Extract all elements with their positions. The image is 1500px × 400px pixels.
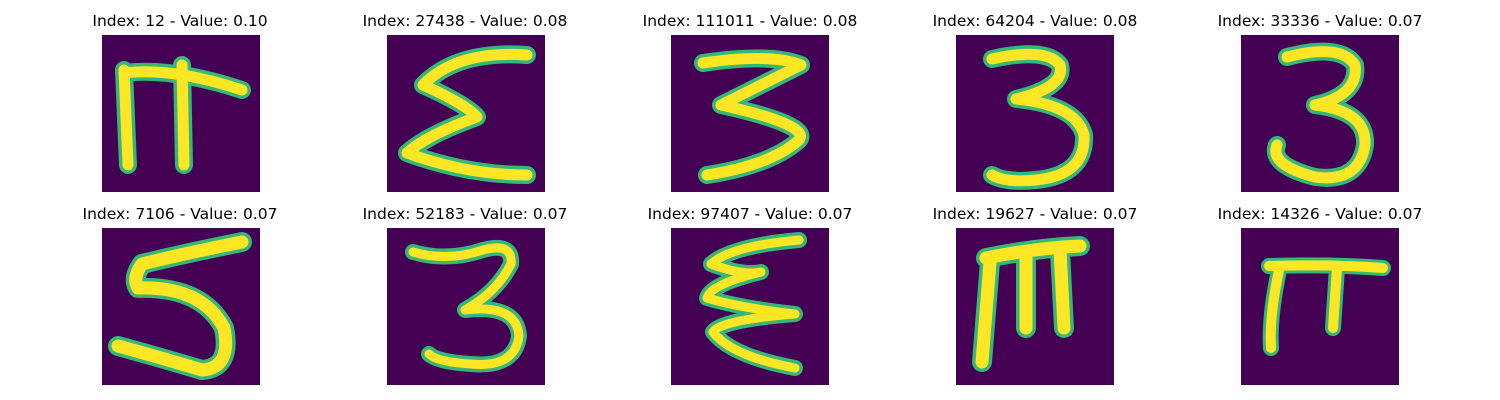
glyph-image bbox=[956, 228, 1114, 385]
panel-title: Index: 27438 - Value: 0.08 bbox=[362, 12, 568, 30]
panel-title: Index: 33336 - Value: 0.07 bbox=[1217, 12, 1423, 30]
panel-title: Index: 7106 - Value: 0.07 bbox=[82, 205, 278, 223]
glyph-image bbox=[387, 228, 545, 385]
panel-title: Index: 14326 - Value: 0.07 bbox=[1217, 205, 1423, 223]
glyph-image bbox=[102, 228, 260, 385]
glyph-image bbox=[1241, 228, 1399, 385]
panel-title: Index: 19627 - Value: 0.07 bbox=[932, 205, 1138, 223]
glyph-image bbox=[102, 35, 260, 192]
panel-title: Index: 64204 - Value: 0.08 bbox=[932, 12, 1138, 30]
panel-title: Index: 52183 - Value: 0.07 bbox=[362, 205, 568, 223]
panel-title: Index: 12 - Value: 0.10 bbox=[92, 12, 268, 30]
panel-title: Index: 97407 - Value: 0.07 bbox=[647, 205, 853, 223]
glyph-image bbox=[956, 35, 1114, 192]
glyph-image bbox=[1241, 35, 1399, 192]
panel-title: Index: 111011 - Value: 0.08 bbox=[642, 12, 858, 30]
glyph-image bbox=[387, 35, 545, 192]
glyph-image bbox=[671, 228, 829, 385]
glyph-image bbox=[671, 35, 829, 192]
